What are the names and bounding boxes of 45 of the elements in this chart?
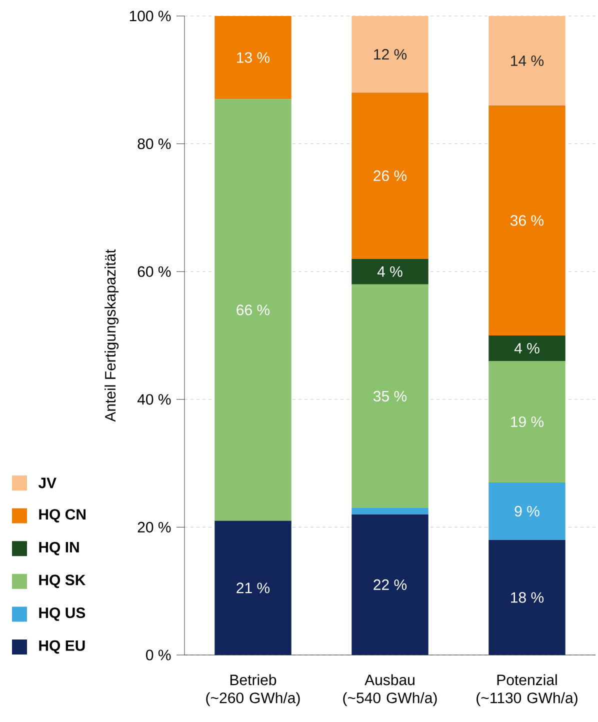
bar xyxy=(352,92,428,259)
x-tick-label: Ausbau (~540 GWh/a) xyxy=(343,674,437,706)
data-label: 9 % xyxy=(514,506,540,517)
bar xyxy=(352,284,428,508)
x-tick-label: Betrieb (~260 GWh/a) xyxy=(206,674,300,706)
legend-label: HQ EU xyxy=(39,640,85,654)
data-label: 13 % xyxy=(237,52,270,63)
data-label: 22 % xyxy=(374,579,407,590)
data-label: 12 % xyxy=(374,49,407,60)
bar xyxy=(214,16,292,100)
data-label: 36 % xyxy=(510,215,544,226)
data-label: 4 % xyxy=(514,343,540,354)
y-tick-label: 80 % xyxy=(138,138,171,150)
data-label: 26 % xyxy=(374,170,407,182)
bar xyxy=(488,335,566,362)
legend-label: HQ US xyxy=(39,607,86,621)
legend-label: HQ SK xyxy=(39,574,86,588)
y-tick-label: 100 % xyxy=(130,10,171,22)
y-tick-label: 0 % xyxy=(146,650,171,660)
bar xyxy=(214,99,292,521)
data-label: 4 % xyxy=(377,266,402,277)
bar xyxy=(488,540,566,655)
bar xyxy=(214,520,292,655)
legend-label: HQ IN xyxy=(39,542,79,556)
data-label: 35 % xyxy=(373,390,407,402)
bar xyxy=(352,16,428,93)
bar xyxy=(488,482,566,540)
data-label: 18 % xyxy=(511,592,544,603)
bar xyxy=(488,361,566,482)
bar xyxy=(488,105,566,336)
y-tick-label: 60 % xyxy=(138,266,171,277)
bar xyxy=(352,508,428,514)
legend-label: JV xyxy=(38,478,56,488)
bar xyxy=(352,514,428,655)
y-axis-title: Anteil Fertigungskapazität xyxy=(104,249,119,422)
data-label: 21 % xyxy=(236,582,270,594)
y-tick-label: 20 % xyxy=(138,522,171,532)
x-tick-label: Potenzial (~1130 GWh/a) xyxy=(476,674,578,706)
legend-label: HQ CN xyxy=(39,509,86,523)
data-label: 14 % xyxy=(511,55,544,66)
bar xyxy=(488,16,566,106)
bar xyxy=(352,258,428,284)
y-tick-label: 40 % xyxy=(137,394,171,405)
data-label: 66 % xyxy=(236,304,270,316)
data-label: 19 % xyxy=(511,416,544,428)
